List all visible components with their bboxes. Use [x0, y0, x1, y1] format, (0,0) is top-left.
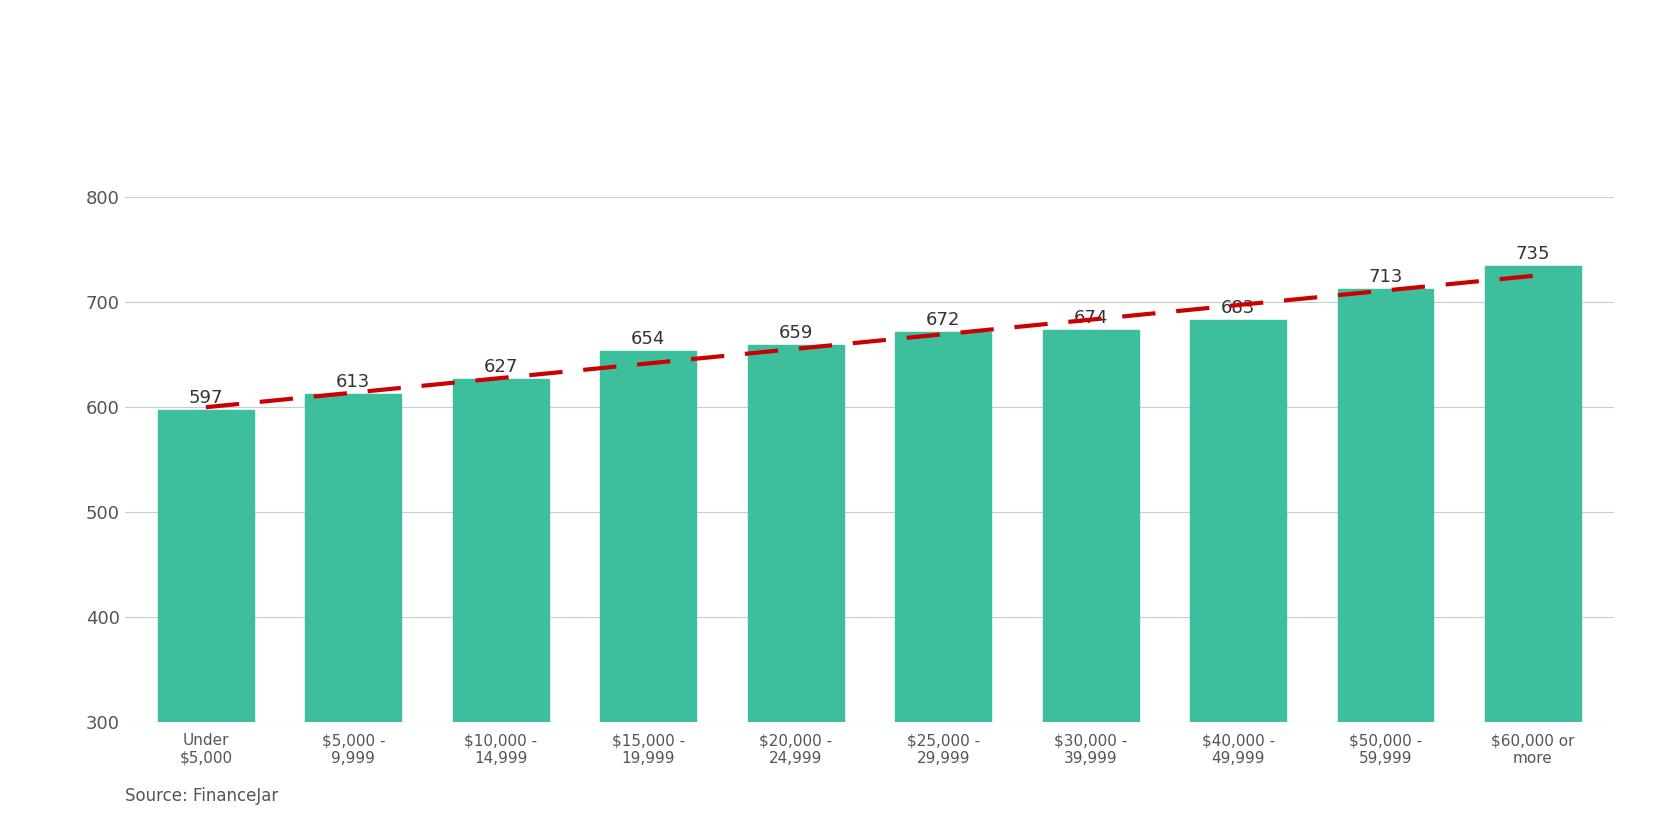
Text: 659: 659: [779, 325, 814, 342]
Text: 597: 597: [188, 389, 223, 408]
Text: 627: 627: [484, 358, 518, 376]
Bar: [158, 411, 255, 830]
Text: 654: 654: [631, 330, 666, 348]
Bar: [1338, 289, 1433, 830]
Text: 613: 613: [336, 373, 371, 391]
Bar: [895, 332, 992, 830]
Text: 674: 674: [1073, 309, 1108, 326]
Text: 683: 683: [1221, 299, 1255, 317]
Text: 713: 713: [1368, 267, 1403, 286]
Text: 735: 735: [1516, 245, 1551, 262]
Bar: [747, 345, 844, 830]
Bar: [1190, 320, 1286, 830]
Bar: [453, 379, 549, 830]
Bar: [1043, 330, 1138, 830]
Bar: [1484, 266, 1581, 830]
Text: Source: FinanceJar: Source: FinanceJar: [125, 787, 278, 805]
Bar: [601, 350, 696, 830]
Text: Average credit score by household income per capita: Average credit score by household income…: [27, 50, 1276, 92]
Text: 672: 672: [925, 310, 960, 329]
Bar: [306, 393, 401, 830]
